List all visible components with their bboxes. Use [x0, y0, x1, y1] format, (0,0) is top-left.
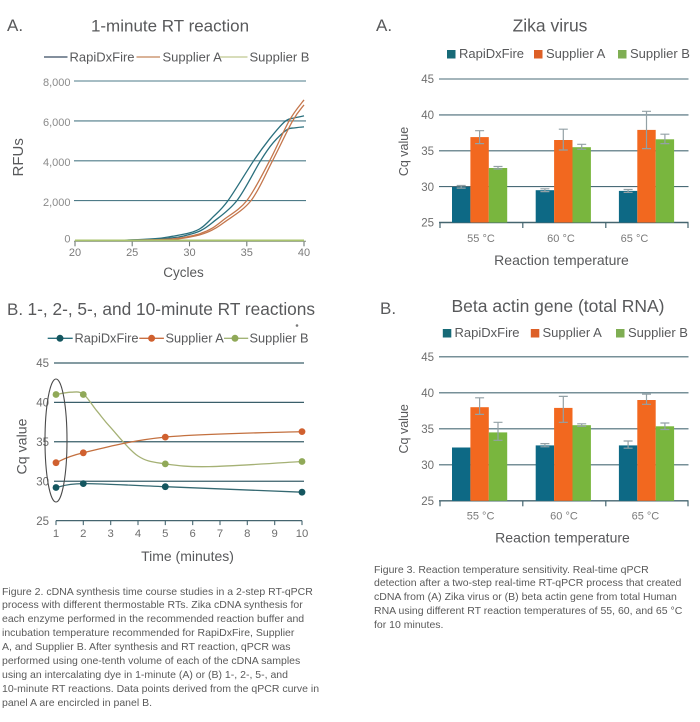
svg-text:Time (minutes): Time (minutes)	[141, 548, 234, 564]
svg-text:1-, 2-, 5-, and 10-minute RT r: 1-, 2-, 5-, and 10-minute RT reactions	[28, 299, 316, 319]
svg-text:Supplier A: Supplier A	[163, 50, 223, 65]
svg-text:Supplier A: Supplier A	[546, 46, 606, 61]
svg-text:35: 35	[421, 146, 434, 158]
svg-text:40: 40	[421, 388, 434, 400]
svg-text:65 °C: 65 °C	[621, 233, 649, 245]
svg-text:Reaction temperature: Reaction temperature	[495, 530, 630, 546]
svg-text:2,000: 2,000	[43, 197, 71, 209]
svg-text:Zika virus: Zika virus	[513, 16, 588, 36]
svg-text:7: 7	[217, 528, 223, 540]
svg-text:60 °C: 60 °C	[550, 511, 578, 523]
svg-text:35: 35	[421, 424, 434, 436]
svg-text:10: 10	[296, 528, 309, 540]
svg-text:20: 20	[69, 247, 81, 259]
svg-text:55 °C: 55 °C	[467, 233, 495, 245]
svg-text:Cycles: Cycles	[163, 265, 204, 280]
svg-text:40: 40	[298, 247, 310, 259]
svg-text:30: 30	[421, 182, 434, 194]
svg-text:65 °C: 65 °C	[632, 511, 660, 523]
svg-text:B.: B.	[380, 299, 396, 318]
svg-text:Supplier B: Supplier B	[250, 330, 309, 345]
svg-text:40: 40	[36, 398, 49, 410]
svg-text:30: 30	[183, 247, 195, 259]
svg-text:4,000: 4,000	[43, 157, 71, 169]
svg-text:35: 35	[241, 247, 253, 259]
svg-text:8,000: 8,000	[43, 77, 71, 89]
svg-text:3: 3	[108, 528, 114, 540]
svg-text:8: 8	[244, 528, 250, 540]
svg-text:45: 45	[421, 74, 434, 86]
svg-text:B.: B.	[7, 300, 23, 319]
svg-text:1: 1	[53, 528, 59, 540]
svg-text:Cq value: Cq value	[397, 127, 411, 176]
svg-text:55 °C: 55 °C	[467, 511, 495, 523]
svg-text:45: 45	[36, 358, 49, 370]
svg-text:9: 9	[272, 528, 278, 540]
svg-text:RFUs: RFUs	[10, 138, 27, 176]
svg-text:25: 25	[36, 516, 49, 528]
svg-text:Beta actin gene (total RNA): Beta actin gene (total RNA)	[451, 296, 664, 316]
svg-text:30: 30	[36, 476, 49, 488]
svg-text:60 °C: 60 °C	[547, 233, 575, 245]
svg-text:Supplier A: Supplier A	[166, 330, 225, 345]
svg-text:RapiDxFire: RapiDxFire	[70, 50, 135, 65]
svg-text:RapiDxFire: RapiDxFire	[75, 330, 139, 345]
svg-text:Reaction temperature: Reaction temperature	[494, 252, 629, 268]
svg-text:25: 25	[421, 496, 434, 508]
svg-text:25: 25	[421, 218, 434, 230]
svg-text:2: 2	[80, 528, 86, 540]
svg-text:6: 6	[190, 528, 196, 540]
svg-text:RapiDxFire: RapiDxFire	[455, 325, 520, 340]
svg-text:4: 4	[135, 528, 141, 540]
svg-text:A.: A.	[7, 16, 23, 35]
svg-text:30: 30	[421, 460, 434, 472]
svg-text:25: 25	[126, 247, 138, 259]
svg-text:Cq value: Cq value	[397, 404, 411, 453]
svg-text:40: 40	[421, 110, 434, 122]
svg-text:A.: A.	[376, 16, 392, 35]
svg-text:35: 35	[36, 437, 49, 449]
svg-text:Supplier B: Supplier B	[628, 325, 688, 340]
svg-text:RapiDxFire: RapiDxFire	[459, 46, 524, 61]
svg-text:Supplier A: Supplier A	[543, 325, 603, 340]
svg-text:Supplier B: Supplier B	[630, 46, 690, 61]
svg-text:5: 5	[162, 528, 168, 540]
svg-text:Cq value: Cq value	[14, 418, 30, 474]
svg-text:45: 45	[421, 352, 434, 364]
svg-text:Supplier B: Supplier B	[250, 50, 310, 65]
svg-text:6,000: 6,000	[43, 117, 71, 129]
svg-text:0: 0	[64, 234, 70, 246]
svg-text:1-minute RT reaction: 1-minute RT reaction	[91, 17, 249, 36]
